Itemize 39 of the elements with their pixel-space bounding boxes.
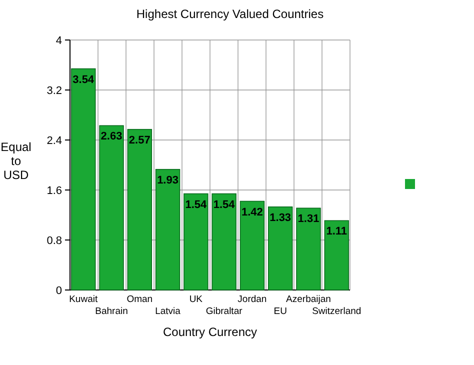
x-tick-label: Oman bbox=[126, 294, 153, 305]
data-label: 3.54 bbox=[72, 74, 95, 86]
bar bbox=[240, 200, 265, 290]
data-label: 1.54 bbox=[213, 198, 236, 211]
bar bbox=[296, 208, 321, 290]
x-tick-label: Latvia bbox=[155, 306, 182, 317]
x-tick-label: EU bbox=[274, 306, 288, 317]
y-tick-label: 3.2 bbox=[46, 84, 62, 97]
x-axis-title: Country Currency bbox=[162, 325, 258, 339]
x-tick-label: Jordan bbox=[238, 294, 267, 305]
data-label: 1.33 bbox=[270, 212, 292, 224]
data-label: 1.54 bbox=[185, 198, 208, 211]
bar bbox=[268, 206, 293, 290]
bar bbox=[212, 193, 236, 290]
y-tick-label: 1.6 bbox=[46, 184, 62, 197]
x-tick-label: Switzerland bbox=[312, 306, 362, 317]
x-tick-label: Azerbaijan bbox=[286, 294, 331, 305]
y-tick-label: 2.4 bbox=[46, 134, 62, 147]
data-label: 1.11 bbox=[326, 226, 348, 238]
data-label: 2.57 bbox=[128, 134, 150, 146]
bar bbox=[184, 193, 208, 290]
bar bbox=[324, 220, 349, 290]
y-tick-label: 0 bbox=[56, 284, 62, 297]
bar bbox=[127, 128, 152, 290]
y-tick-label: 0.8 bbox=[46, 234, 62, 247]
x-tick-label: Kuwait bbox=[69, 294, 98, 305]
data-label: 1.31 bbox=[298, 213, 320, 226]
bar bbox=[155, 168, 180, 290]
bar bbox=[71, 68, 96, 290]
chart-title: Highest Currency Valued Countries bbox=[136, 7, 324, 21]
y-axis-title: Equal to USD bbox=[0, 140, 32, 182]
x-tick-label: UK bbox=[189, 294, 204, 305]
data-label: 1.42 bbox=[242, 206, 263, 218]
data-label: 2.63 bbox=[100, 130, 122, 143]
bar bbox=[99, 125, 124, 290]
x-tick-label: Bahrain bbox=[95, 306, 128, 317]
y-tick-label: 4 bbox=[56, 34, 62, 47]
x-tick-label: Gibraltar bbox=[206, 306, 242, 317]
data-label: 1.93 bbox=[157, 174, 178, 186]
